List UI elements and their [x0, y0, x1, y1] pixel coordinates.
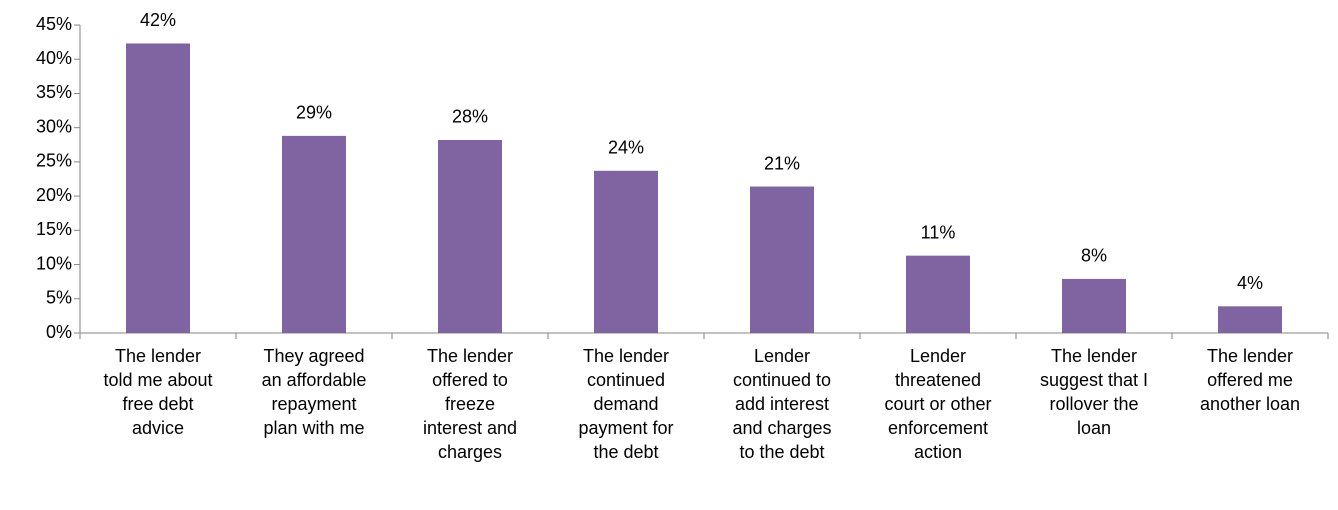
bar: [1218, 306, 1282, 333]
bar: [1062, 278, 1126, 333]
bar: [438, 139, 502, 333]
data-label: 28%: [452, 107, 488, 127]
data-label: 42%: [140, 10, 176, 30]
y-tick-label: 25%: [36, 151, 72, 171]
y-tick-label: 45%: [36, 14, 72, 34]
y-tick-label: 0%: [46, 322, 72, 342]
data-label: 24%: [608, 138, 644, 158]
data-label: 8%: [1081, 246, 1107, 266]
x-tick-label: The lender offered me another loan: [1199, 346, 1301, 414]
y-tick-label: 40%: [36, 48, 72, 68]
data-label: 4%: [1237, 273, 1263, 293]
bar: [750, 186, 814, 333]
bar: [906, 255, 970, 333]
data-label: 11%: [921, 222, 956, 242]
y-tick-label: 35%: [36, 82, 72, 102]
x-tick-label: Lender continued to add interest and cha…: [732, 346, 832, 462]
x-tick-label: The lender continued demand payment for …: [578, 346, 674, 462]
data-label: 29%: [296, 103, 332, 123]
y-tick-label: 10%: [36, 253, 72, 273]
x-tick-label: Lender threatened court or other enforce…: [884, 346, 992, 462]
y-tick-label: 30%: [36, 116, 72, 136]
x-tick-label: The lender suggest that I rollover the l…: [1039, 346, 1149, 438]
bar: [126, 43, 190, 333]
data-label: 21%: [764, 153, 800, 173]
x-tick-label: They agreed an affordable repayment plan…: [261, 346, 367, 438]
y-tick-label: 5%: [46, 288, 72, 308]
y-tick-label: 20%: [36, 185, 72, 205]
x-tick-label: The lender told me about free debt advic…: [103, 346, 213, 438]
bar: [282, 135, 346, 333]
x-tick-label: The lender offered to freeze interest an…: [422, 346, 518, 462]
y-tick-label: 15%: [36, 219, 72, 239]
bar: [594, 170, 658, 333]
